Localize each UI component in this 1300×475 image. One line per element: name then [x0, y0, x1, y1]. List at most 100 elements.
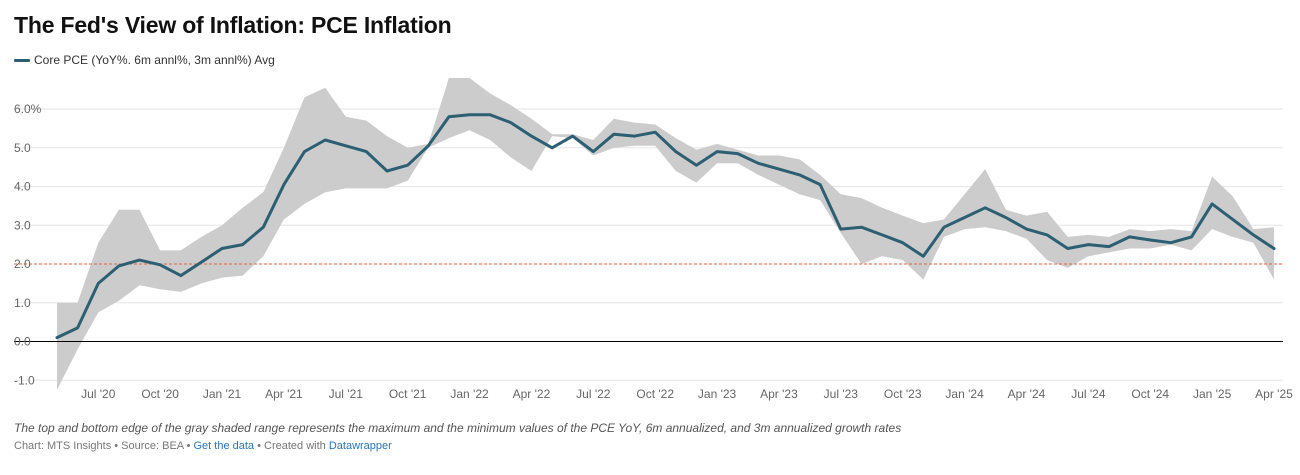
- data-point-12: [304, 151, 306, 153]
- data-point-55: [1190, 236, 1192, 238]
- get-data-link[interactable]: Get the data: [193, 440, 255, 452]
- data-point-10: [262, 226, 264, 228]
- x-tick-label-18: Jan '25: [1193, 387, 1232, 401]
- data-point-41: [902, 242, 904, 244]
- data-point-30: [675, 151, 677, 153]
- data-point-46: [1005, 217, 1007, 218]
- data-point-16: [386, 170, 388, 172]
- x-tick-label-1: Oct '20: [141, 387, 179, 401]
- data-point-33: [737, 153, 739, 155]
- data-point-58: [1252, 234, 1254, 236]
- data-point-11: [283, 184, 285, 186]
- data-point-34: [757, 162, 759, 164]
- x-tick-label-19: Apr '25: [1255, 387, 1293, 401]
- y-tick-label-6: 5.0: [14, 141, 31, 155]
- range-band-layer: [57, 78, 1274, 390]
- x-axis-ticks: Jul '20 Oct '20 Jan '21 Apr '21 Jul '21 Oct '…: [81, 387, 1293, 401]
- y-tick-label-0: -1.0: [14, 373, 35, 387]
- data-point-52: [1129, 236, 1131, 238]
- chart-footer: Chart: MTS Insights • Source: BEA • Get …: [14, 440, 392, 452]
- data-point-40: [881, 234, 883, 236]
- data-point-54: [1170, 242, 1172, 244]
- data-point-50: [1087, 244, 1089, 246]
- data-point-31: [695, 164, 697, 166]
- data-point-59: [1273, 248, 1275, 249]
- data-point-17: [407, 164, 409, 166]
- data-point-13: [324, 139, 326, 141]
- data-point-15: [365, 151, 367, 153]
- x-tick-label-12: Jul '23: [824, 387, 859, 401]
- data-point-28: [634, 135, 636, 137]
- x-tick-label-13: Oct '23: [884, 387, 922, 401]
- data-point-4: [139, 259, 141, 261]
- footer-created-with: • Created with: [254, 440, 329, 452]
- data-point-19: [448, 116, 450, 118]
- y-tick-label-4: 3.0: [14, 218, 31, 232]
- data-point-5: [159, 264, 161, 266]
- legend-line-swatch: [14, 58, 30, 62]
- chart-title: The Fed's View of Inflation: PCE Inflati…: [14, 12, 452, 38]
- data-point-3: [118, 265, 120, 267]
- y-tick-label-7: 6.0%: [14, 102, 42, 116]
- data-point-26: [592, 151, 594, 153]
- x-tick-label-10: Jan '23: [698, 387, 737, 401]
- data-point-1: [77, 327, 79, 329]
- data-point-53: [1149, 239, 1151, 241]
- x-tick-label-3: Apr '21: [265, 387, 303, 401]
- data-point-23: [530, 135, 532, 137]
- data-point-38: [840, 228, 842, 230]
- x-tick-label-9: Oct '22: [636, 387, 674, 401]
- data-point-57: [1232, 218, 1234, 220]
- data-point-44: [964, 217, 966, 218]
- data-point-36: [799, 174, 801, 176]
- data-point-20: [469, 114, 471, 116]
- data-point-49: [1067, 248, 1069, 249]
- x-tick-label-4: Jul '21: [329, 387, 364, 401]
- data-point-35: [778, 168, 780, 170]
- data-point-6: [180, 275, 182, 277]
- data-point-43: [943, 226, 945, 228]
- data-point-48: [1046, 234, 1048, 236]
- y-tick-label-1: 0.0: [14, 335, 31, 349]
- data-point-56: [1211, 203, 1213, 205]
- footer-source: Chart: MTS Insights • Source: BEA •: [14, 440, 194, 452]
- x-tick-label-16: Jul '24: [1071, 387, 1106, 401]
- data-point-42: [922, 255, 924, 257]
- x-tick-label-6: Jan '22: [450, 387, 489, 401]
- data-point-45: [984, 207, 986, 209]
- x-tick-label-17: Oct '24: [1131, 387, 1169, 401]
- data-point-0: [56, 337, 58, 339]
- x-tick-label-14: Jan '24: [945, 387, 984, 401]
- datawrapper-link[interactable]: Datawrapper: [328, 440, 392, 452]
- data-point-18: [427, 145, 429, 147]
- data-point-8: [221, 248, 223, 249]
- data-point-37: [819, 184, 821, 186]
- y-tick-label-2: 1.0: [14, 296, 31, 310]
- chart-note: The top and bottom edge of the gray shad…: [14, 421, 902, 435]
- x-tick-label-15: Apr '24: [1008, 387, 1046, 401]
- grid-layer: [14, 108, 1283, 381]
- data-point-32: [716, 151, 718, 153]
- legend: Core PCE (YoY%. 6m annl%, 3m annl%) Avg: [14, 53, 275, 67]
- data-point-9: [242, 244, 244, 246]
- x-tick-label-0: Jul '20: [81, 387, 116, 401]
- data-point-25: [572, 135, 574, 137]
- data-point-7: [200, 261, 202, 263]
- x-tick-label-11: Apr '23: [760, 387, 798, 401]
- range-band: [57, 78, 1274, 390]
- data-point-2: [97, 282, 99, 284]
- data-point-51: [1108, 246, 1110, 248]
- data-point-14: [345, 145, 347, 147]
- y-tick-label-5: 4.0: [14, 180, 31, 194]
- data-point-21: [489, 114, 491, 116]
- legend-label: Core PCE (YoY%. 6m annl%, 3m annl%) Avg: [34, 53, 275, 67]
- x-tick-label-8: Jul '22: [576, 387, 611, 401]
- data-point-29: [654, 131, 656, 133]
- x-tick-label-5: Oct '21: [389, 387, 427, 401]
- data-point-22: [510, 122, 512, 124]
- series-line-layer: [55, 113, 1276, 340]
- data-point-47: [1025, 228, 1027, 230]
- x-tick-label-7: Apr '22: [513, 387, 551, 401]
- y-tick-label-3: 2.0: [14, 257, 31, 271]
